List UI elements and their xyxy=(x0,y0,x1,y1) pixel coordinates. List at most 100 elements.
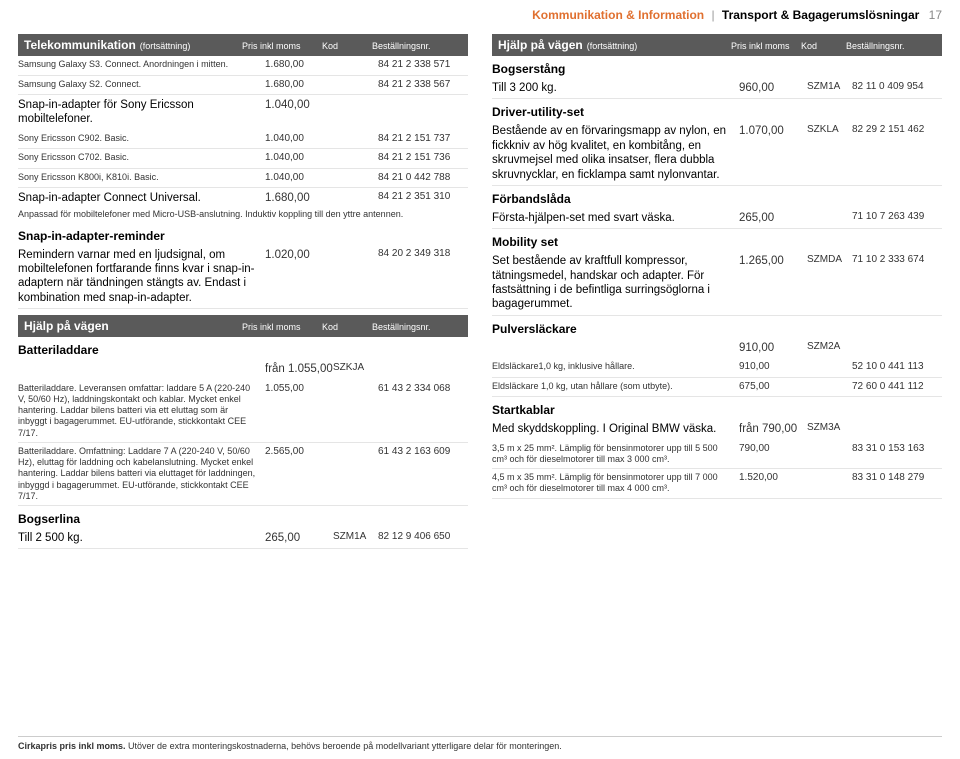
row-order: 61 43 2 163 609 xyxy=(378,446,468,459)
row-price: 1.265,00 xyxy=(739,254,807,268)
section-title: Telekommunikation xyxy=(24,38,136,52)
row-order: 84 21 2 151 736 xyxy=(378,152,468,165)
row-code: SZKJA xyxy=(333,362,378,375)
reminder-row: Remindern varnar med en ljudsignal, om m… xyxy=(18,245,468,310)
row-desc: 3,5 m x 25 mm². Lämplig för bensinmotore… xyxy=(492,443,739,466)
section-cont: (fortsättning) xyxy=(587,41,638,51)
row-price: 675,00 xyxy=(739,381,807,394)
row-desc: Samsung Galaxy S3. Connect. Anordningen … xyxy=(18,59,265,70)
row-order: 52 10 0 441 113 xyxy=(852,361,942,374)
table-row: Samsung Galaxy S2. Connect.1.680,00 84 21… xyxy=(18,76,468,96)
row-code: SZM3A xyxy=(807,422,852,435)
row-desc: Remindern varnar med en ljudsignal, om m… xyxy=(18,248,265,306)
row-order: 71 10 2 333 674 xyxy=(852,254,942,267)
row-price: från 790,00 xyxy=(739,422,807,436)
table-row: Sony Ericsson C702. Basic.1.040,0084 21 … xyxy=(18,149,468,169)
row-price: 960,00 xyxy=(739,81,807,95)
section-cont: (fortsättning) xyxy=(140,41,191,51)
table-row: 3,5 m x 25 mm². Lämplig för bensinmotore… xyxy=(492,440,942,470)
bogserlina-row: Till 2 500 kg. 265,00 SZM1A 82 12 9 406 … xyxy=(18,528,468,549)
sub-forb: Förbandslåda xyxy=(492,186,942,208)
row-order: 83 31 0 153 163 xyxy=(852,443,942,456)
columns: Telekommunikation (fortsättning) Pris in… xyxy=(0,28,960,549)
row-order: 84 21 2 338 567 xyxy=(378,79,468,92)
table-row: Snap-in-adapter Connect Universal.1.680,… xyxy=(18,188,468,208)
left-column: Telekommunikation (fortsättning) Pris in… xyxy=(18,34,468,549)
category-2: Transport & Bagagerumslösningar xyxy=(722,8,919,22)
tele-rows: Samsung Galaxy S3. Connect. Anordningen … xyxy=(18,56,468,209)
row-desc: Set bestående av kraftfull kompressor, t… xyxy=(492,254,739,312)
row-price: 1.680,00 xyxy=(265,59,333,72)
row-price: 2.565,00 xyxy=(265,446,333,459)
row-desc: Till 3 200 kg. xyxy=(492,81,739,95)
row-price: 1.520,00 xyxy=(739,472,807,485)
row-price: 1.680,00 xyxy=(265,79,333,92)
col-price: Pris inkl moms xyxy=(242,322,322,332)
row-price: 910,00 xyxy=(739,341,807,355)
sub-reminder: Snap-in-adapter-reminder xyxy=(18,223,468,245)
start-head-row: Med skyddskoppling. I Original BMW väska… xyxy=(492,419,942,439)
row-code: SZKLA xyxy=(807,124,852,137)
mob-row: Set bestående av kraftfull kompressor, t… xyxy=(492,251,942,316)
row-order: 84 20 2 349 318 xyxy=(378,248,468,261)
row-desc: Eldsläckare 1,0 kg, utan hållare (som ut… xyxy=(492,381,739,392)
row-code: SZM1A xyxy=(333,531,378,544)
row-desc: Samsung Galaxy S2. Connect. xyxy=(18,79,265,90)
row-desc: Sony Ericsson C902. Basic. xyxy=(18,133,265,144)
col-order: Beställningsnr. xyxy=(372,41,462,51)
col-order: Beställningsnr. xyxy=(372,322,462,332)
table-row: Batteriladdare. Leveransen omfattar: lad… xyxy=(18,380,468,443)
row-desc: Batteriladdare. Omfattning: Laddare 7 A … xyxy=(18,446,265,502)
row-order: 84 21 2 338 571 xyxy=(378,59,468,72)
row-desc: Första-hjälpen-set med svart väska. xyxy=(492,211,739,225)
table-row: Samsung Galaxy S3. Connect. Anordningen … xyxy=(18,56,468,76)
sub-pulv: Pulversläckare xyxy=(492,316,942,338)
row-desc: Till 2 500 kg. xyxy=(18,531,265,545)
section-hjalp-right-header: Hjälp på vägen (fortsättning) Pris inkl … xyxy=(492,34,942,56)
row-desc: Bestående av en förvaringsmapp av nylon,… xyxy=(492,124,739,182)
col-code: Kod xyxy=(322,41,372,51)
row-price: 1.040,00 xyxy=(265,133,333,146)
row-price: 1.055,00 xyxy=(265,383,333,396)
header-separator: | xyxy=(711,8,714,22)
category-1: Kommunikation & Information xyxy=(532,8,704,22)
table-row: Batteriladdare. Omfattning: Laddare 7 A … xyxy=(18,443,468,506)
row-desc: 4,5 m x 35 mm². Lämplig för bensinmotore… xyxy=(492,472,739,495)
pulv-rows: Eldsläckare1,0 kg, inklusive hållare.910… xyxy=(492,358,942,397)
row-order: 84 21 2 151 737 xyxy=(378,133,468,146)
tele-note: Anpassad för mobiltelefoner med Micro-US… xyxy=(18,209,468,223)
row-code: SZM1A xyxy=(807,81,852,94)
row-order: 71 10 7 263 439 xyxy=(852,211,942,224)
row-price: från 1.055,00 xyxy=(265,362,333,376)
col-price: Pris inkl moms xyxy=(242,41,322,51)
batt-head-row: från 1.055,00 SZKJA xyxy=(18,359,468,379)
row-price: 1.040,00 xyxy=(265,98,333,112)
bogser-row: Till 3 200 kg. 960,00 SZM1A 82 11 0 409 … xyxy=(492,78,942,99)
driver-row: Bestående av en förvaringsmapp av nylon,… xyxy=(492,121,942,186)
col-order: Beställningsnr. xyxy=(846,41,936,51)
sub-bogserlina: Bogserlina xyxy=(18,506,468,528)
row-price: 790,00 xyxy=(739,443,807,456)
batt-rows: Batteriladdare. Leveransen omfattar: lad… xyxy=(18,380,468,507)
row-order: 61 43 2 334 068 xyxy=(378,383,468,396)
row-price: 910,00 xyxy=(739,361,807,374)
section-telekommunikation-header: Telekommunikation (fortsättning) Pris in… xyxy=(18,34,468,56)
row-price: 265,00 xyxy=(739,211,807,225)
section-title: Hjälp på vägen xyxy=(498,38,583,52)
sub-batteriladdare: Batteriladdare xyxy=(18,337,468,359)
row-desc: Snap-in-adapter för Sony Ericsson mobilt… xyxy=(18,98,265,127)
row-order: 82 11 0 409 954 xyxy=(852,81,942,94)
footer-rest: Utöver de extra monteringskostnaderna, b… xyxy=(126,741,562,751)
row-code: SZMDA xyxy=(807,254,852,267)
table-row: Sony Ericsson K800i, K810i. Basic.1.040,… xyxy=(18,169,468,189)
row-desc: Eldsläckare1,0 kg, inklusive hållare. xyxy=(492,361,739,372)
table-row: Eldsläckare1,0 kg, inklusive hållare.910… xyxy=(492,358,942,378)
row-price: 265,00 xyxy=(265,531,333,545)
row-order: 82 12 9 406 650 xyxy=(378,531,468,544)
footer-bold: Cirkapris pris inkl moms. xyxy=(18,741,126,751)
right-column: Hjälp på vägen (fortsättning) Pris inkl … xyxy=(492,34,942,549)
row-order: 72 60 0 441 112 xyxy=(852,381,942,394)
row-code: SZM2A xyxy=(807,341,852,354)
row-desc: Sony Ericsson C702. Basic. xyxy=(18,152,265,163)
row-order: 84 21 2 351 310 xyxy=(378,191,468,204)
